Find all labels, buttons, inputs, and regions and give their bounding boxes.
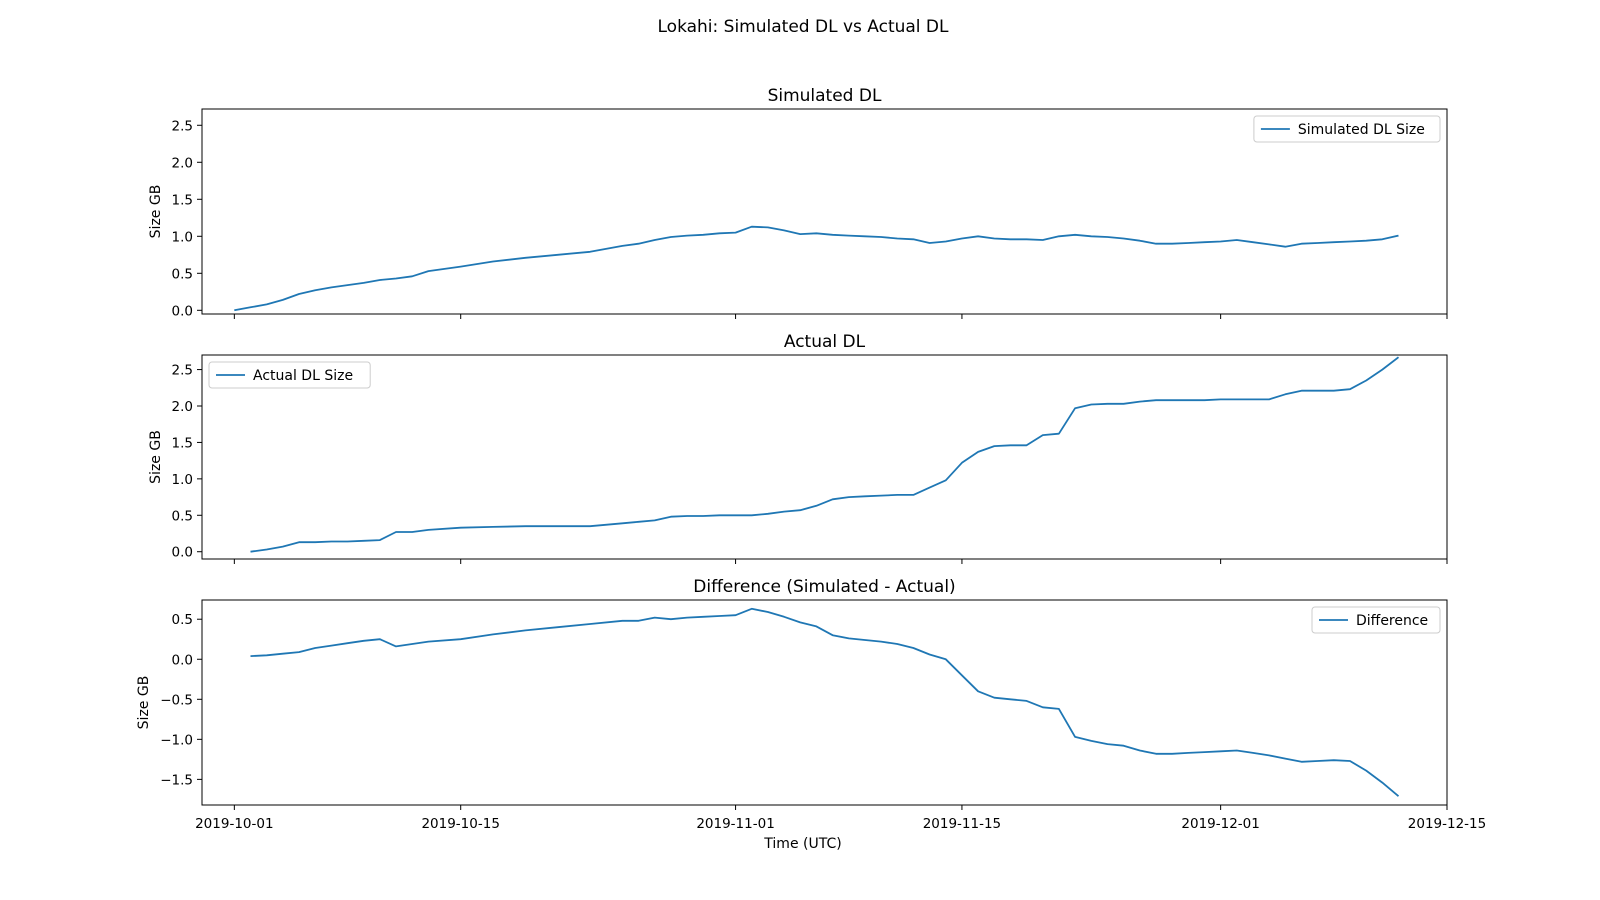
legend: Simulated DL Size — [1253, 115, 1441, 143]
y-tick-label: −1.0 — [160, 732, 193, 748]
x-tick-label: 2019-10-01 — [195, 816, 273, 832]
subplot-title: Simulated DL — [768, 86, 882, 106]
legend: Difference — [1311, 606, 1441, 634]
series-line-actual-dl-size — [250, 356, 1400, 553]
y-tick-label: 0.0 — [172, 303, 193, 319]
subplots: Simulated DL Size GB 0.0 0.5 1.0 1.5 2.0 2.5 Sim… — [136, 86, 1486, 832]
y-tick-label: 1.0 — [172, 229, 193, 245]
x-tick-label: 2019-11-15 — [923, 816, 1001, 832]
y-axis-label: Size GB — [148, 185, 164, 239]
y-tick-label: −0.5 — [160, 692, 193, 708]
subplot-2: Actual DL Size GB 0.0 0.5 1.0 1.5 2.0 2.5 Actual… — [148, 332, 1448, 564]
y-tick-label: 1.5 — [172, 435, 193, 451]
y-tick-label: 1.5 — [172, 192, 193, 208]
subplot-title: Difference (Simulated - Actual) — [693, 577, 955, 597]
y-tick-label: 2.0 — [172, 155, 193, 171]
subplot-1: Simulated DL Size GB 0.0 0.5 1.0 1.5 2.0 2.5 Sim… — [148, 86, 1448, 319]
y-axis-label: Size GB — [136, 676, 152, 730]
subplot-3: Difference (Simulated - Actual) Size GB 0.… — [136, 577, 1486, 832]
y-tick-label: 0.5 — [172, 266, 193, 282]
plot-frame — [201, 599, 1448, 806]
figure-title: Lokahi: Simulated DL vs Actual DL — [658, 17, 950, 37]
legend-box — [1253, 115, 1441, 143]
series-line-difference — [250, 607, 1400, 797]
x-tick-label: 2019-10-15 — [421, 816, 499, 832]
y-tick-label: −1.5 — [160, 772, 193, 788]
plot-frame — [201, 108, 1448, 315]
y-tick-label: 1.0 — [172, 472, 193, 488]
legend-label: Difference — [1356, 613, 1428, 629]
series-line-simulated-dl-size — [234, 225, 1399, 312]
legend-label: Simulated DL Size — [1298, 122, 1425, 138]
y-tick-label: 2.5 — [172, 118, 193, 134]
y-axis-label: Size GB — [148, 430, 164, 484]
legend: Actual DL Size — [208, 361, 371, 389]
x-tick-label: 2019-11-01 — [696, 816, 774, 832]
y-tick-label: 0.5 — [172, 612, 193, 628]
y-tick-label: 0.0 — [172, 652, 193, 668]
legend-label: Actual DL Size — [253, 368, 353, 384]
y-tick-label: 2.5 — [172, 363, 193, 379]
y-tick-label: 0.0 — [172, 545, 193, 561]
x-tick-label: 2019-12-01 — [1181, 816, 1259, 832]
y-tick-label: 2.0 — [172, 399, 193, 415]
y-tick-label: 0.5 — [172, 508, 193, 524]
x-tick-label: 2019-12-15 — [1408, 816, 1486, 832]
plot-frame — [201, 354, 1448, 560]
subplot-title: Actual DL — [784, 332, 866, 352]
x-axis-label: Time (UTC) — [763, 836, 841, 852]
legend-box — [1311, 606, 1441, 634]
legend-box — [208, 361, 371, 389]
